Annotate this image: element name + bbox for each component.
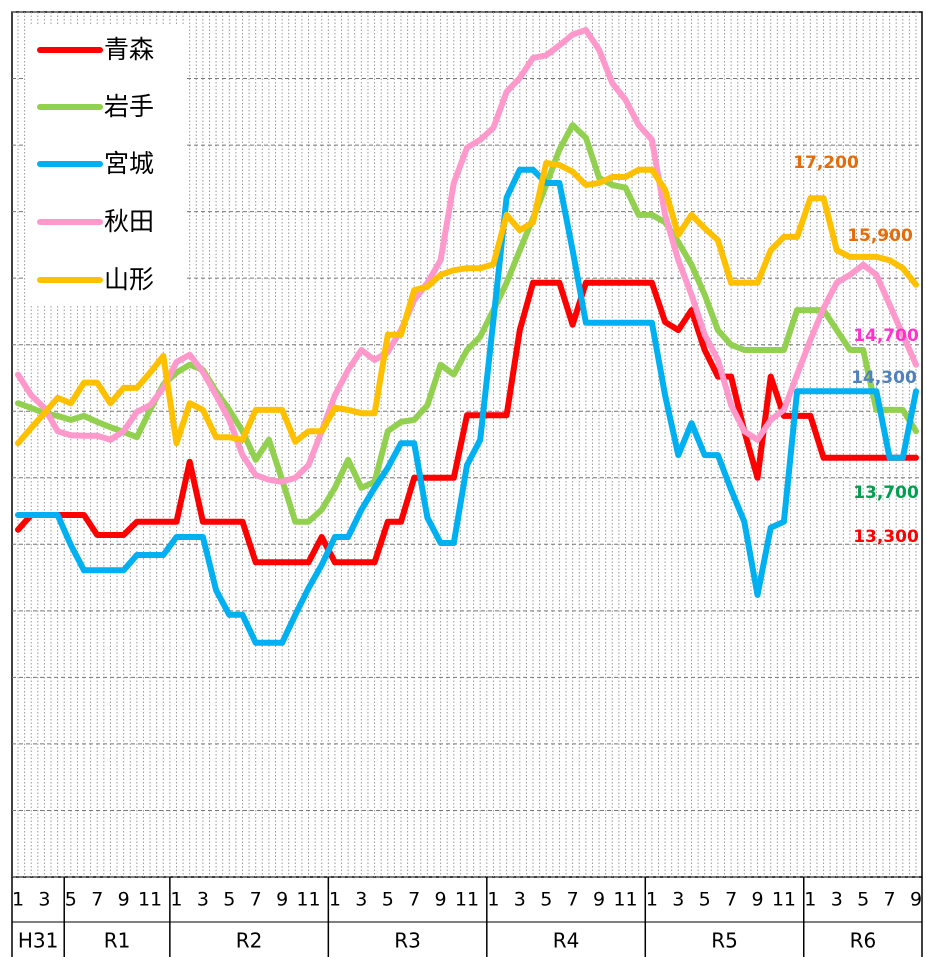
x-tick-label: 11: [296, 889, 320, 911]
x-tick-label: 5: [699, 889, 711, 911]
x-tick-label: 9: [118, 889, 130, 911]
annotation: 17,200: [793, 153, 859, 173]
x-tick-label: 9: [751, 889, 763, 911]
x-axis: 1 3 5 7 9 11 1 3 5 7 9 11 1 3 5 7 9 11 1 3 5 7 9 11 1 3 5 7 9 11 1 3 5 7 9…: [11, 877, 923, 957]
x-tick-label: 7: [408, 889, 420, 911]
era-label: R4: [553, 929, 580, 953]
x-tick-label: 11: [613, 889, 637, 911]
lines: [15, 27, 919, 646]
x-tick-label: 11: [138, 889, 162, 911]
x-tick-label: 5: [65, 889, 77, 911]
x-tick-label: 7: [567, 889, 579, 911]
x-tick-label: 1: [329, 889, 341, 911]
era-label: R5: [711, 929, 738, 953]
legend-label: 青森: [104, 35, 154, 64]
annotation: 13,300: [853, 527, 919, 547]
era-label: R6: [850, 929, 877, 953]
x-tick-label: 7: [884, 889, 896, 911]
legend-label: 山形: [104, 265, 154, 294]
series-line: [15, 279, 919, 566]
x-tick-label: 3: [672, 889, 684, 911]
era-label: R2: [236, 929, 263, 953]
era-label: H31: [18, 929, 59, 953]
x-tick-label: 7: [725, 889, 737, 911]
x-tick-label: 3: [38, 889, 50, 911]
era-label: R1: [104, 929, 131, 953]
x-tick-label: 7: [250, 889, 262, 911]
x-tick-label: 5: [223, 889, 235, 911]
annotations: 17,200 15,900 14,700 14,300 13,700 13,300: [793, 153, 919, 547]
x-tick-label: 5: [382, 889, 394, 911]
x-tick-label: 1: [646, 889, 658, 911]
x-tick-label: 3: [514, 889, 526, 911]
annotation: 14,300: [851, 368, 917, 388]
era-label: R3: [394, 929, 421, 953]
x-tick-label: 9: [910, 889, 922, 911]
x-tick-label: 9: [276, 889, 288, 911]
x-tick-label: 1: [804, 889, 816, 911]
x-tick-label: 3: [197, 889, 209, 911]
series-line: [15, 160, 919, 447]
x-tick-label: 11: [455, 889, 479, 911]
x-tick-label: 5: [540, 889, 552, 911]
series-line: [15, 166, 919, 646]
x-tick-label: 7: [91, 889, 103, 911]
x-tick-label: 9: [435, 889, 447, 911]
legend-label: 秋田: [104, 207, 154, 236]
x-tick-label: 1: [12, 889, 24, 911]
annotation: 15,900: [847, 226, 913, 246]
x-tick-label: 11: [772, 889, 796, 911]
annotation: 13,700: [853, 483, 919, 503]
x-tick-label: 3: [831, 889, 843, 911]
x-tick-label: 5: [857, 889, 869, 911]
x-tick-label: 1: [487, 889, 499, 911]
x-tick-label: 3: [355, 889, 367, 911]
annotation: 14,700: [853, 326, 919, 346]
legend-label: 岩手: [104, 92, 154, 121]
legend-label: 宮城: [104, 149, 154, 178]
x-tick-label: 1: [170, 889, 182, 911]
x-tick-label: 9: [593, 889, 605, 911]
